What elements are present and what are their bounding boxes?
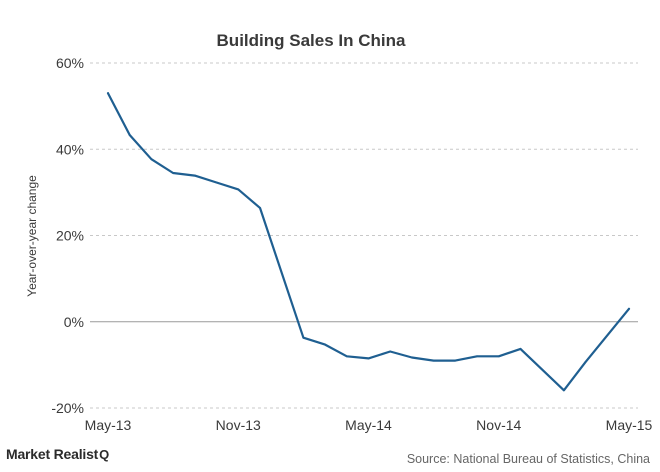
gridlines	[90, 62, 638, 409]
y-tick-label: 20%	[56, 228, 84, 244]
data-point	[628, 307, 630, 310]
data-point	[584, 360, 587, 363]
data-point	[128, 134, 131, 136]
x-tick-label: Nov-14	[476, 417, 521, 433]
data-point	[237, 188, 240, 191]
data-point	[259, 207, 261, 209]
data-point	[411, 356, 413, 359]
x-tick-label: Nov-13	[216, 417, 261, 433]
data-point	[497, 355, 500, 358]
y-tick-label: -20%	[51, 400, 84, 416]
data-point	[454, 359, 457, 362]
data-point	[150, 158, 153, 161]
y-axis-label: Year-over-year change	[25, 175, 39, 297]
source-note: Source: National Bureau of Statistics, C…	[406, 452, 650, 466]
chart-title: Building Sales In China	[217, 31, 406, 50]
x-tick-label: May-13	[85, 417, 132, 433]
x-tick-label: May-15	[606, 417, 653, 433]
plot-area	[106, 92, 631, 392]
series-line	[106, 92, 631, 392]
x-tick-label: May-14	[345, 417, 392, 433]
data-point	[302, 336, 305, 339]
data-point	[215, 181, 218, 184]
brand-logo: Market RealistQ	[6, 446, 109, 462]
y-tick-label: 60%	[56, 55, 84, 71]
y-tick-label: 40%	[56, 141, 84, 157]
y-tick-label: 0%	[64, 314, 84, 330]
data-point	[172, 172, 175, 174]
data-point	[193, 174, 196, 177]
data-point	[389, 350, 392, 353]
data-point	[345, 355, 348, 358]
x-axis: May-13 Nov-13 May-14 Nov-14 May-15	[85, 417, 653, 433]
data-point	[476, 355, 478, 358]
data-point	[519, 348, 522, 350]
data-point	[562, 389, 565, 392]
y-axis: -20% 0% 20% 40% 60%	[51, 55, 84, 416]
data-point	[324, 343, 326, 346]
magnifier-q-icon: Q	[99, 447, 110, 462]
data-point	[432, 359, 435, 362]
brand-name: Market Realist	[6, 446, 99, 462]
data-point	[107, 92, 109, 95]
data-point	[367, 357, 370, 360]
